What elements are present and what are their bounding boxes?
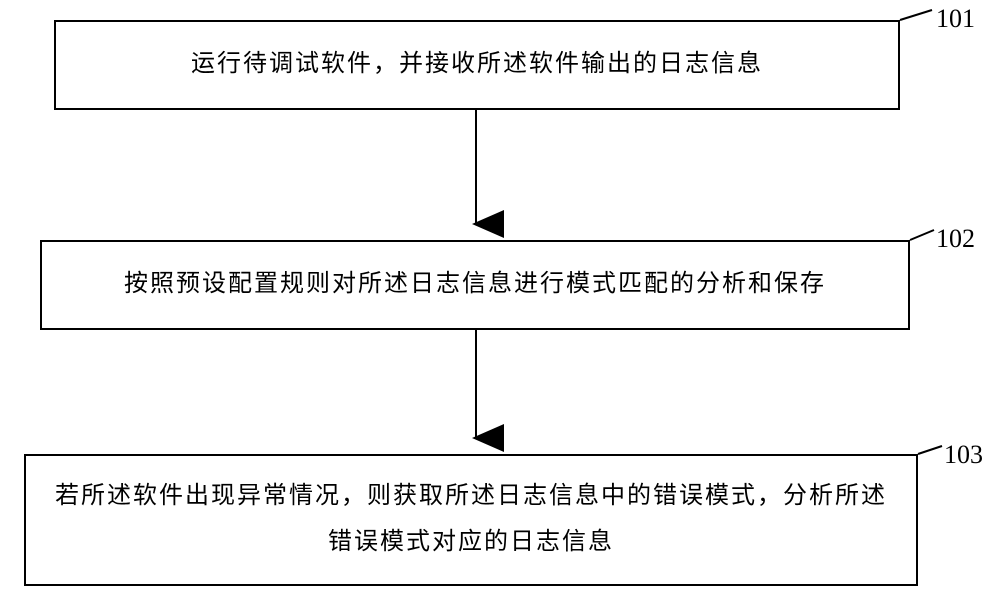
- leader-101: [900, 10, 932, 20]
- step-box-103: 若所述软件出现异常情况，则获取所述日志信息中的错误模式，分析所述错误模式对应的日…: [24, 454, 918, 586]
- step-box-101: 运行待调试软件，并接收所述软件输出的日志信息: [54, 20, 900, 110]
- step-label-103: 103: [944, 440, 983, 470]
- flowchart-canvas: 运行待调试软件，并接收所述软件输出的日志信息 101 按照预设配置规则对所述日志…: [0, 0, 1000, 606]
- step-label-101: 101: [936, 4, 975, 34]
- leader-102: [910, 230, 934, 240]
- step-text-102: 按照预设配置规则对所述日志信息进行模式匹配的分析和保存: [124, 262, 826, 308]
- step-label-102: 102: [936, 224, 975, 254]
- step-box-102: 按照预设配置规则对所述日志信息进行模式匹配的分析和保存: [40, 240, 910, 330]
- leader-103: [918, 446, 942, 454]
- step-text-101: 运行待调试软件，并接收所述软件输出的日志信息: [191, 42, 763, 88]
- step-text-103: 若所述软件出现异常情况，则获取所述日志信息中的错误模式，分析所述错误模式对应的日…: [51, 474, 891, 565]
